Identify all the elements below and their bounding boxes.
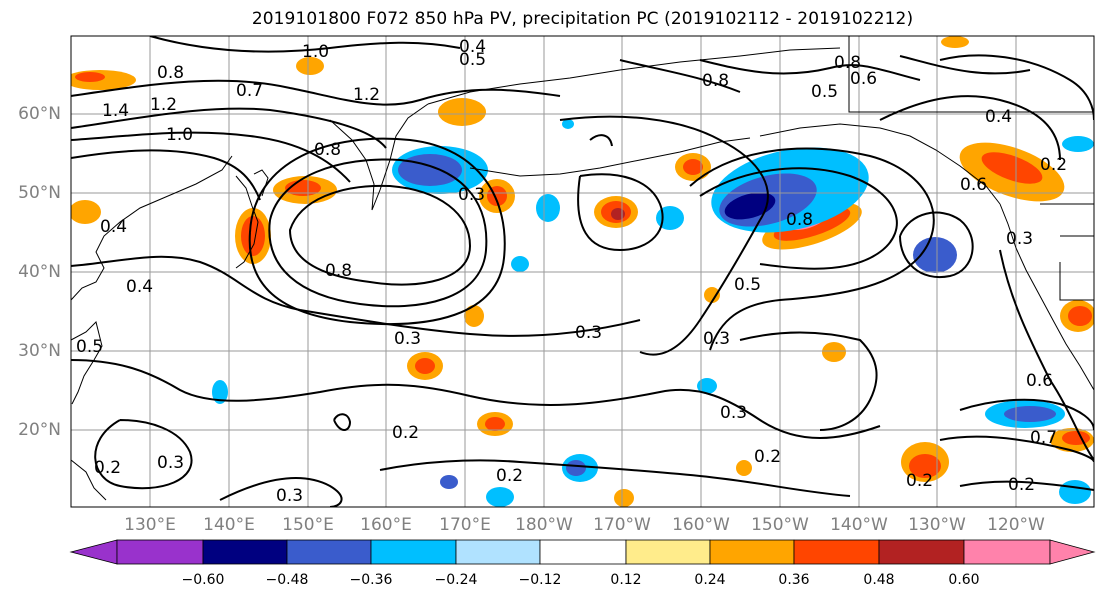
colorbar-tick-label: 0.12: [610, 572, 642, 588]
contour-label: 0.2: [496, 466, 523, 486]
lon-label: 140°E: [203, 515, 255, 535]
contour-label: 0.5: [76, 337, 103, 357]
contour-label: 0.7: [1030, 428, 1057, 448]
coastlines: [71, 36, 1094, 501]
contour-label: 1.2: [150, 95, 177, 115]
contour-label: 0.3: [458, 185, 485, 205]
lat-label-40n: 40°N: [18, 262, 61, 282]
contour-label: 0.8: [786, 210, 813, 230]
colorbar: [69, 539, 1096, 565]
contour-label: 0.3: [276, 486, 303, 506]
contour-label: 0.5: [811, 82, 838, 102]
lon-label: 170°W: [593, 515, 651, 535]
contour-label: 0.7: [236, 81, 263, 101]
contour-label: 0.5: [459, 50, 486, 70]
lat-label-20n: 20°N: [18, 420, 61, 440]
contour-label: 0.2: [1040, 155, 1067, 175]
contour-label: 0.8: [834, 53, 861, 73]
lon-label: 160°E: [360, 515, 412, 535]
contour-label: 0.6: [850, 69, 877, 89]
lat-label-30n: 30°N: [18, 341, 61, 361]
lat-label-50n: 50°N: [18, 183, 61, 203]
colorbar-tick-label: 0.48: [863, 572, 895, 588]
contour-label: 0.6: [960, 175, 987, 195]
colorbar-tick-label: 0.60: [948, 572, 980, 588]
lon-label: 130°W: [908, 515, 966, 535]
lon-label: 170°E: [439, 515, 491, 535]
contour-label: 0.3: [157, 453, 184, 473]
contour-label: 0.2: [754, 447, 781, 467]
contour-label: 0.8: [157, 63, 184, 83]
contour-label: 0.4: [100, 217, 127, 237]
colorbar-tick-label: −0.24: [434, 572, 478, 588]
colorbar-extend-high: [1049, 539, 1096, 565]
contour-label: 0.2: [392, 423, 419, 443]
lat-label-60n: 60°N: [18, 104, 61, 124]
contour-label: 1.2: [353, 85, 380, 105]
colorbar-tick-label: 0.24: [694, 572, 726, 588]
contour-label: 0.8: [702, 71, 729, 91]
colorbar-extend-low: [69, 539, 118, 565]
colorbar-tick-label: −0.60: [181, 572, 225, 588]
lon-label: 120°W: [987, 515, 1045, 535]
colorbar-tick-label: −0.36: [349, 572, 393, 588]
contour-label: 0.3: [703, 329, 730, 349]
contour-label: 0.4: [985, 107, 1012, 127]
lon-label: 160°W: [672, 515, 730, 535]
contour-label: 0.8: [314, 140, 341, 160]
lon-label: 150°W: [751, 515, 809, 535]
contour-label: 1.0: [166, 125, 193, 145]
gridlines: [71, 36, 1094, 507]
contour-label: 0.5: [734, 275, 761, 295]
contour-label: 0.2: [94, 458, 121, 478]
colorbar-tick-label: −0.12: [518, 572, 562, 588]
contour-label: 0.2: [906, 471, 933, 491]
contour-label: 1.0: [302, 42, 329, 62]
contour-label: 0.6: [1026, 371, 1053, 391]
lon-label: 150°E: [282, 515, 334, 535]
contour-label: 0.4: [459, 37, 486, 57]
contour-label: 0.4: [126, 277, 153, 297]
colorbar-tick-label: −0.48: [265, 572, 309, 588]
pv-contours: [71, 36, 1094, 507]
lon-label: 130°E: [124, 515, 176, 535]
lon-label: 180°W: [515, 515, 573, 535]
contour-label: 0.3: [575, 323, 602, 343]
map-plot-area: 1.0 0.4 0.5 0.8 0.7 1.2 1.4 1.2 1.0 0.8 …: [71, 36, 1094, 507]
colorbar-tick-label: 0.36: [778, 572, 810, 588]
contour-label: 0.3: [394, 329, 421, 349]
contour-label: 0.3: [720, 403, 747, 423]
lon-label: 140°W: [830, 515, 888, 535]
contour-labels: 1.0 0.4 0.5 0.8 0.7 1.2 1.4 1.2 1.0 0.8 …: [76, 37, 1067, 506]
map-frame: [70, 35, 1095, 508]
contour-label: 0.2: [1008, 475, 1035, 495]
contour-label: 0.8: [325, 261, 352, 281]
contour-label: 0.3: [1006, 229, 1033, 249]
map-title: 2019101800 F072 850 hPa PV, precipitatio…: [251, 9, 914, 29]
contour-label: 1.4: [102, 101, 129, 121]
